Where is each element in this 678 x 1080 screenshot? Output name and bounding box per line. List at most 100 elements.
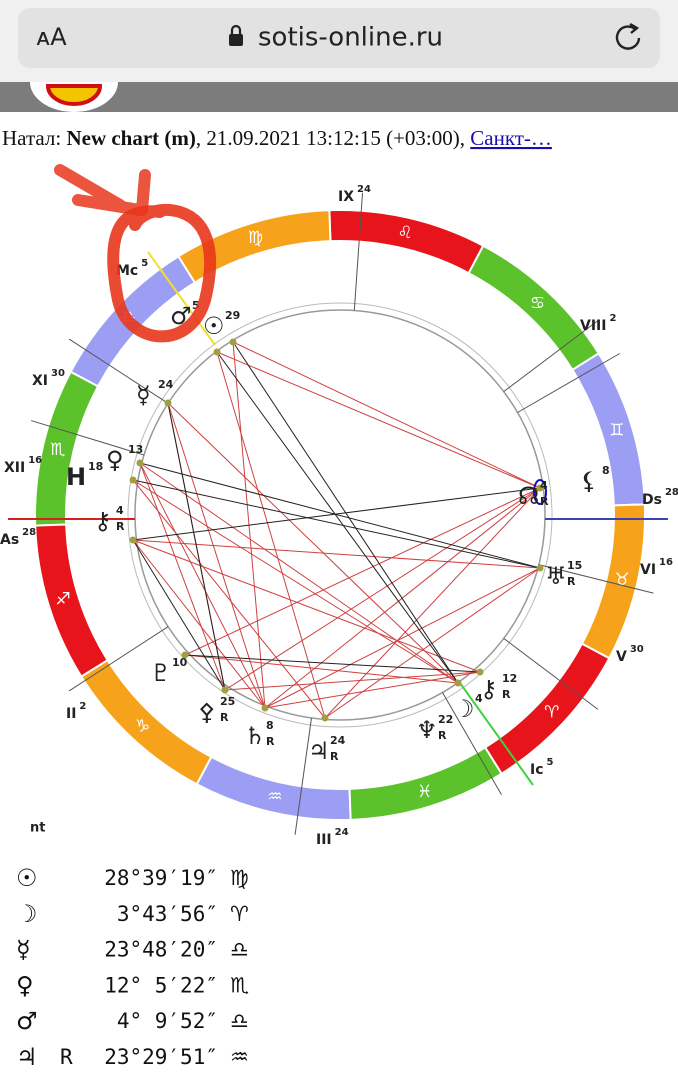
- chart-details: , 21.09.2021 13:12:15 (+03:00),: [196, 126, 465, 150]
- house-cusp: [503, 320, 599, 393]
- aspect-line: [224, 671, 481, 691]
- planet-retro: R: [266, 735, 275, 748]
- row-glyph: ☉: [16, 864, 38, 892]
- house-name: As: [0, 532, 19, 548]
- planet-retro: R: [567, 575, 576, 588]
- aspect-line: [139, 462, 459, 684]
- node-highlight: [533, 479, 547, 505]
- planet-degree: 24: [330, 734, 346, 747]
- planet-degree: 13: [128, 443, 143, 456]
- aspect-line: [132, 479, 459, 684]
- house-degree: 24: [335, 827, 349, 838]
- planet-degree: 4: [540, 479, 548, 492]
- planet-dot: [476, 668, 484, 676]
- sign-glyph: ♍: [248, 228, 263, 248]
- row-position: 3°43′56″: [117, 902, 218, 926]
- sign-glyph: ♋: [530, 293, 545, 313]
- aspect-line: [324, 487, 541, 719]
- planet-degree: 5: [192, 299, 200, 312]
- planet-degree: 15: [567, 559, 582, 572]
- section-label: nt: [30, 821, 45, 836]
- sign-glyph: ♊: [609, 420, 624, 440]
- aspect-line: [139, 462, 266, 709]
- house-degree: 28: [22, 527, 36, 538]
- planet-glyph: ⚸: [580, 467, 598, 495]
- house-cusp: [353, 192, 364, 311]
- reload-icon[interactable]: [615, 25, 641, 50]
- planet-degree: 25: [220, 695, 235, 708]
- house-degree: 30: [51, 368, 65, 379]
- planet-glyph: ♀: [106, 446, 124, 474]
- house-cusp: [538, 564, 654, 594]
- planet-degree: 12: [502, 672, 517, 685]
- aspect-line: [132, 487, 541, 541]
- lock-icon: [229, 34, 243, 46]
- row-position: 23°29′51″: [104, 1045, 218, 1069]
- aspect-line: [139, 462, 226, 691]
- planet-degree: 8: [602, 464, 610, 477]
- planet-glyph: H: [66, 463, 86, 491]
- row-sign: ♒: [230, 1045, 249, 1069]
- address-bar[interactable]: [18, 8, 660, 68]
- planet-dot: [536, 564, 544, 572]
- mc-axis: [147, 251, 216, 346]
- house-cusp: [294, 717, 312, 835]
- planet-degree: 8: [266, 719, 274, 732]
- text-size-button[interactable]: ᴀA: [36, 23, 67, 51]
- house-cusp: [442, 692, 502, 795]
- sign-glyph: ♈: [544, 702, 559, 722]
- row-position: 23°48′20″: [104, 938, 218, 962]
- house-cusp: [517, 353, 620, 413]
- house-name: Ds: [642, 492, 662, 508]
- aspect-line: [132, 479, 541, 569]
- house-label: Mc 5: [116, 258, 148, 279]
- planet-dot: [454, 679, 462, 687]
- annotation-circle: [107, 203, 216, 343]
- sign-glyph: ♉: [614, 570, 629, 590]
- row-glyph: ☿: [16, 936, 31, 964]
- row-sign: ♎: [230, 1009, 249, 1033]
- planet-retro: R: [116, 520, 125, 533]
- house-label: XI 30: [32, 368, 65, 389]
- inner-circle: [134, 309, 546, 721]
- sign-segment: [580, 503, 646, 660]
- planet-glyph: ☊: [518, 482, 539, 510]
- planet-glyph: ♃: [308, 737, 330, 765]
- sign-glyph: ♐: [56, 590, 71, 610]
- planet-retro: R: [540, 495, 549, 508]
- house-name: Mc: [116, 263, 138, 279]
- planet-dot: [213, 348, 221, 356]
- planet-dot: [221, 686, 229, 694]
- house-name: VI: [640, 562, 656, 578]
- planet-glyph: ☿: [136, 381, 151, 409]
- sign-glyph: ♏: [50, 440, 65, 460]
- row-sign: ♍: [230, 866, 249, 890]
- house-name: VIII: [580, 318, 606, 334]
- url[interactable]: sotis-online.ru: [258, 23, 443, 53]
- house-name: II: [66, 706, 76, 722]
- header-prefix: Натал:: [2, 126, 61, 150]
- aspect-line: [184, 654, 459, 684]
- planet-dot: [536, 484, 544, 492]
- place-link[interactable]: Санкт-…: [470, 126, 552, 150]
- planet-glyph: ☉: [203, 312, 225, 340]
- house-cusp: [503, 637, 599, 710]
- house-degree: 16: [659, 557, 673, 568]
- aspect-line: [224, 487, 541, 691]
- aspect-line: [232, 341, 541, 489]
- aspect-line: [132, 539, 541, 569]
- row-glyph: ♂: [16, 1007, 38, 1035]
- sign-glyph: ♑: [135, 717, 150, 737]
- planet-glyph: ♇: [150, 659, 172, 687]
- planet-glyph: ♄: [244, 722, 266, 750]
- row-sign: ♈: [230, 902, 249, 926]
- row-sign: ♏: [230, 973, 249, 997]
- planet-dot: [129, 536, 137, 544]
- inner-circle-2: [127, 302, 553, 728]
- planet-dot: [164, 399, 172, 407]
- house-degree: 2: [609, 313, 616, 324]
- planet-dot: [181, 651, 189, 659]
- aspect-line: [132, 539, 226, 691]
